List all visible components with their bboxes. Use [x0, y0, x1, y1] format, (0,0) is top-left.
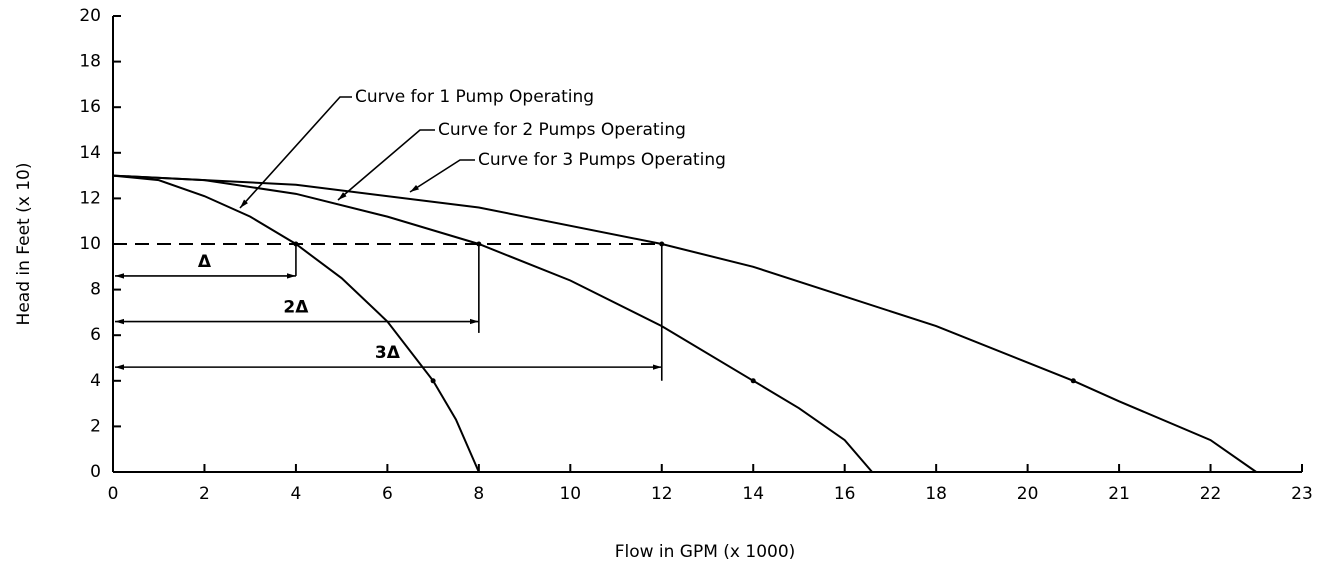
x-tick-label: 23: [1291, 484, 1313, 504]
dimension-label: 2Δ: [283, 298, 309, 318]
x-tick-label: 22: [1200, 484, 1222, 504]
y-tick-label: 20: [79, 6, 101, 26]
reference-point: [659, 241, 665, 247]
x-tick-label: 2: [199, 484, 210, 504]
y-tick-label: 2: [90, 416, 101, 436]
y-tick-label: 10: [79, 234, 101, 254]
reference-point: [476, 241, 482, 247]
dimension-label: 3Δ: [375, 343, 401, 363]
x-tick-label: 10: [559, 484, 581, 504]
x-tick-label: 18: [925, 484, 947, 504]
pump-curve: [112, 174, 873, 473]
x-tick-label: 21: [1108, 484, 1130, 504]
reference-point: [293, 241, 299, 247]
x-tick-label: 4: [291, 484, 302, 504]
callout-leader: [409, 159, 475, 193]
x-tick-label: 20: [1017, 484, 1039, 504]
x-tick-label: 12: [651, 484, 673, 504]
callout-leader: [239, 96, 352, 209]
x-tick-label: 8: [473, 484, 484, 504]
y-axis-label: Head in Feet (x 10): [14, 163, 34, 326]
x-tick-label: 0: [108, 484, 119, 504]
y-tick-label: 14: [79, 143, 101, 163]
pump-curve: [112, 174, 1257, 473]
reference-point: [430, 378, 436, 384]
reference-point: [750, 378, 756, 384]
pump-curve: [112, 174, 480, 473]
x-axis-label: Flow in GPM (x 1000): [615, 542, 796, 562]
legend-label: Curve for 3 Pumps Operating: [478, 150, 726, 170]
legend-label: Curve for 2 Pumps Operating: [438, 120, 686, 140]
y-tick-label: 0: [90, 462, 101, 482]
dimension-label: Δ: [198, 252, 212, 272]
reference-point: [1070, 378, 1076, 384]
y-tick-label: 18: [79, 52, 101, 72]
callout-leader: [337, 129, 435, 201]
x-tick-label: 6: [382, 484, 393, 504]
y-tick-label: 8: [90, 280, 101, 300]
x-tick-label: 16: [834, 484, 856, 504]
y-tick-label: 16: [79, 97, 101, 117]
y-tick-label: 6: [90, 325, 101, 345]
x-tick-label: 14: [742, 484, 764, 504]
y-tick-label: 4: [90, 371, 101, 391]
y-tick-label: 12: [79, 188, 101, 208]
legend-label: Curve for 1 Pump Operating: [355, 87, 594, 107]
